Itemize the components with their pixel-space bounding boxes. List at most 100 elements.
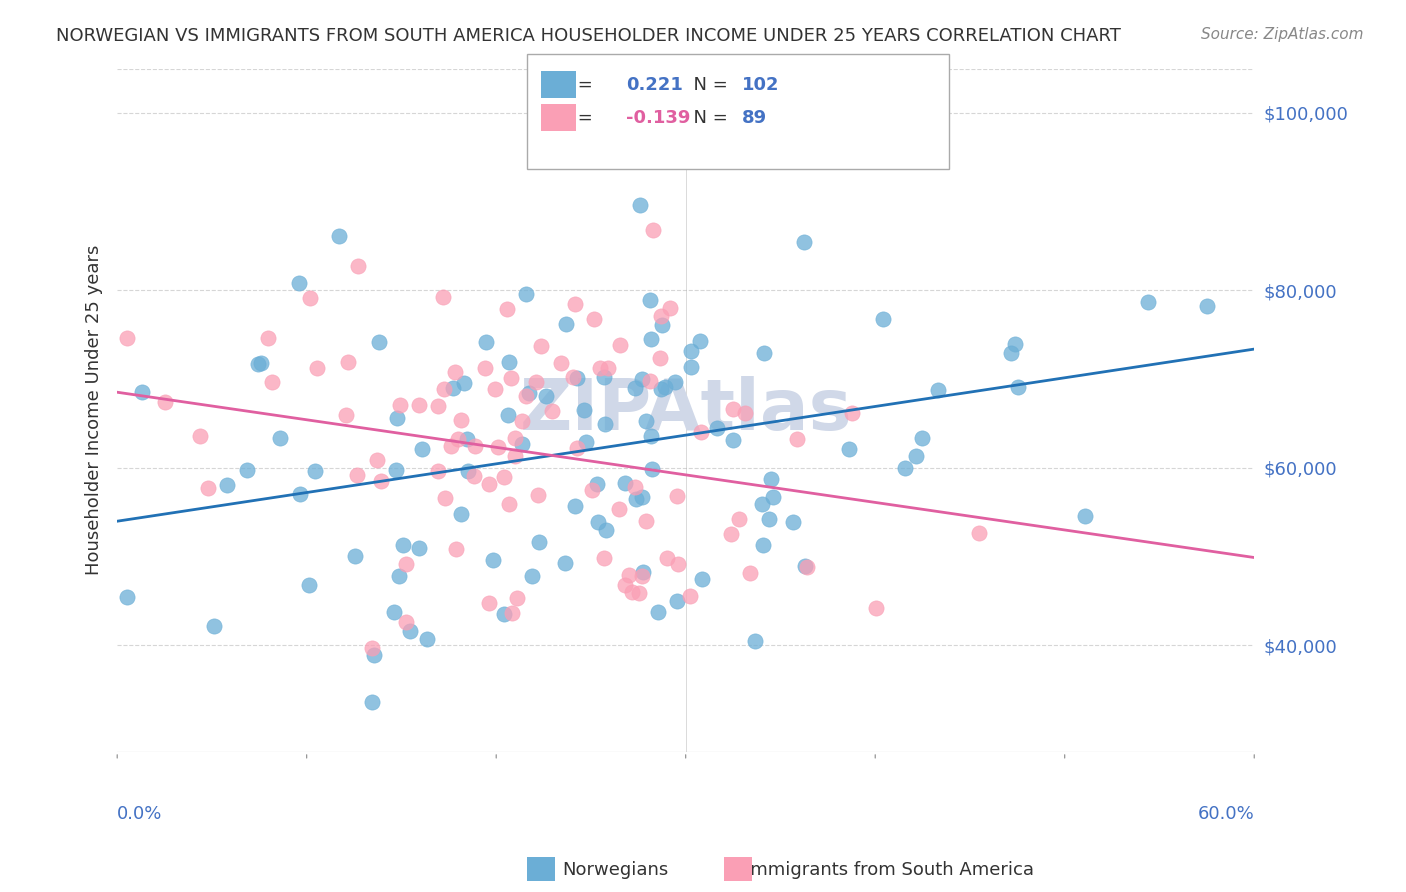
Point — [335, 408, 357, 422]
Point — [592, 550, 614, 565]
Point — [347, 832, 370, 847]
Point — [387, 410, 409, 425]
Point — [515, 287, 537, 301]
Text: 0.0%: 0.0% — [117, 805, 163, 823]
Point — [665, 489, 688, 503]
Point — [503, 431, 526, 445]
Point — [498, 497, 520, 511]
Text: 102: 102 — [742, 76, 780, 94]
Point — [494, 607, 516, 621]
Point — [450, 413, 472, 427]
Point — [505, 591, 527, 605]
Point — [197, 481, 219, 495]
Text: Immigrants from South America: Immigrants from South America — [745, 861, 1035, 879]
Point — [456, 432, 478, 446]
Point — [202, 619, 225, 633]
Point — [738, 566, 761, 581]
Text: 0.221: 0.221 — [626, 76, 682, 94]
Point — [617, 568, 640, 582]
Point — [447, 432, 470, 446]
Point — [515, 389, 537, 403]
Point — [304, 464, 326, 478]
Text: 89: 89 — [742, 109, 768, 127]
Point — [692, 572, 714, 586]
Point — [631, 568, 654, 582]
Point — [360, 694, 382, 708]
Text: NORWEGIAN VS IMMIGRANTS FROM SOUTH AMERICA HOUSEHOLDER INCOME UNDER 25 YEARS COR: NORWEGIAN VS IMMIGRANTS FROM SOUTH AMERI… — [56, 27, 1121, 45]
Point — [370, 474, 392, 488]
Point — [499, 370, 522, 384]
Point — [744, 634, 766, 648]
Point — [439, 439, 461, 453]
Point — [589, 361, 612, 376]
Point — [562, 370, 585, 384]
Point — [153, 394, 176, 409]
Point — [630, 372, 652, 386]
Point — [572, 402, 595, 417]
Text: N =: N = — [682, 76, 734, 94]
Point — [498, 355, 520, 369]
Point — [290, 487, 312, 501]
Point — [872, 312, 894, 326]
Point — [474, 360, 496, 375]
Point — [441, 381, 464, 395]
Point — [1136, 295, 1159, 310]
Point — [215, 477, 238, 491]
Point — [426, 399, 449, 413]
Point — [838, 442, 860, 456]
Point — [298, 292, 321, 306]
Text: R =: R = — [548, 109, 599, 127]
Point — [786, 432, 808, 446]
Point — [638, 293, 661, 307]
Point — [734, 406, 756, 420]
Point — [408, 398, 430, 412]
Point — [260, 375, 283, 389]
Point — [623, 481, 645, 495]
Point — [534, 389, 557, 403]
Point — [761, 472, 783, 486]
Point — [582, 311, 605, 326]
Point — [588, 515, 610, 529]
Point — [969, 525, 991, 540]
Point — [628, 585, 651, 599]
Point — [689, 334, 711, 348]
Point — [752, 538, 775, 552]
Point — [751, 497, 773, 511]
Point — [564, 297, 586, 311]
Point — [641, 462, 664, 476]
Text: N =: N = — [682, 109, 734, 127]
Point — [782, 515, 804, 529]
Point — [796, 560, 818, 574]
Point — [638, 374, 661, 388]
Point — [236, 463, 259, 477]
Y-axis label: Householder Income Under 25 years: Householder Income Under 25 years — [86, 245, 103, 575]
Point — [658, 301, 681, 315]
Point — [640, 429, 662, 443]
Point — [443, 365, 465, 379]
Point — [395, 615, 418, 629]
Point — [484, 382, 506, 396]
Point — [641, 222, 664, 236]
Point — [450, 507, 472, 521]
Point — [655, 551, 678, 566]
Point — [636, 514, 658, 528]
Point — [614, 476, 637, 491]
Point — [288, 276, 311, 290]
Point — [415, 632, 437, 646]
Point — [624, 491, 647, 506]
Point — [395, 557, 418, 571]
Point — [550, 356, 572, 370]
Point — [501, 606, 523, 620]
Point — [411, 442, 433, 456]
Point — [433, 491, 456, 506]
Point — [360, 640, 382, 655]
Point — [522, 569, 544, 583]
Point — [651, 318, 673, 333]
Point — [681, 343, 703, 358]
Point — [527, 535, 550, 549]
Point — [581, 483, 603, 498]
Point — [678, 589, 700, 603]
Point — [636, 414, 658, 428]
Point — [392, 538, 415, 552]
Point — [612, 5, 634, 20]
